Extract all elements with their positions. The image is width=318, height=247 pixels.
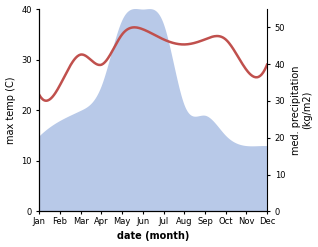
X-axis label: date (month): date (month) — [117, 231, 190, 242]
Y-axis label: max temp (C): max temp (C) — [5, 76, 16, 144]
Y-axis label: med. precipitation
(kg/m2): med. precipitation (kg/m2) — [291, 65, 313, 155]
